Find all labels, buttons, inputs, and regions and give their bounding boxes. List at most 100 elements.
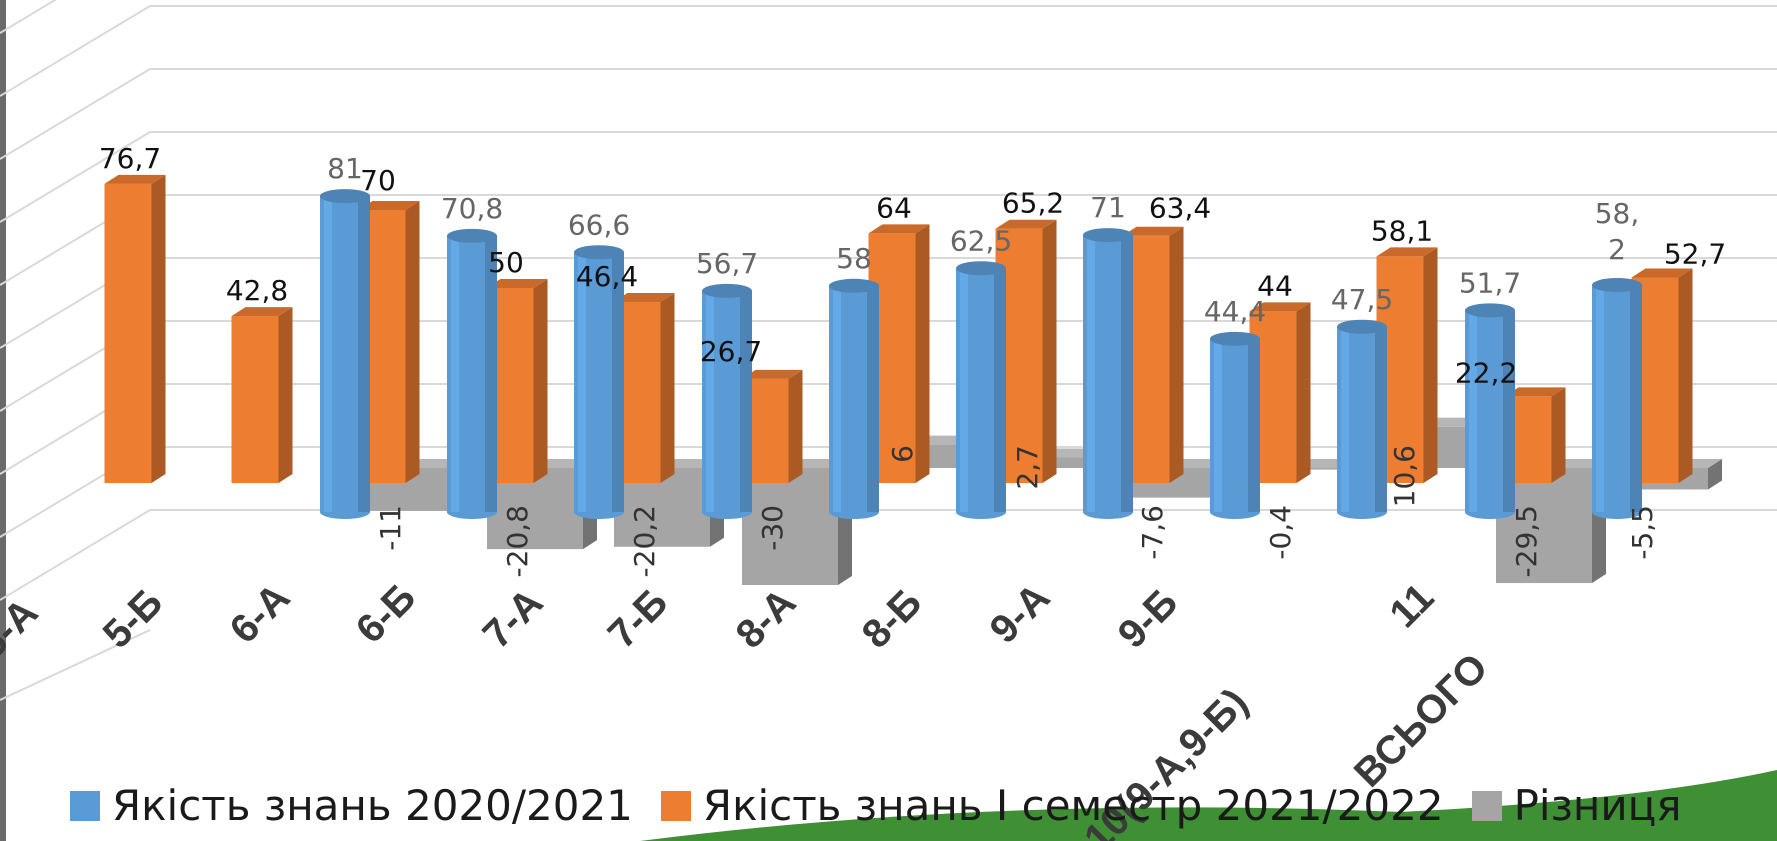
- orange-bar-side: [915, 224, 930, 483]
- difference-data-label: 2,7: [1011, 445, 1044, 490]
- orange-bar-side: [1678, 268, 1693, 483]
- blue-cylinder-highlight: [578, 252, 586, 512]
- category-label: 11: [1381, 575, 1442, 636]
- gridline-side: [0, 68, 151, 160]
- orange-data-label: 42,8: [226, 274, 288, 307]
- blue-cylinder-top: [320, 189, 370, 204]
- orange-bar-side: [1169, 226, 1184, 484]
- orange-bar-side: [1551, 387, 1566, 483]
- blue-data-label: 62,5: [950, 224, 1012, 257]
- blue-cylinder-highlight: [324, 196, 332, 512]
- blue-cylinder-body: [574, 252, 624, 519]
- blue-cylinder-highlight: [833, 285, 841, 512]
- category-label: 9-Б: [1110, 580, 1187, 657]
- category-label: 7-Б: [600, 580, 677, 657]
- legend: Якість знань 2020/2021 Якість знань І се…: [70, 781, 1710, 830]
- blue-data-label: 44,4: [1204, 295, 1266, 328]
- blue-cylinder-shadow: [612, 252, 624, 512]
- blue-cylinder-body: [1337, 326, 1387, 519]
- blue-cylinder-highlight: [960, 268, 968, 512]
- blue-data-label: 2: [1608, 233, 1626, 266]
- orange-data-label: 65,2: [1002, 187, 1064, 220]
- blue-cylinder-highlight: [706, 290, 714, 512]
- orange-data-label: 64: [876, 191, 912, 224]
- legend-item-2020: Якість знань 2020/2021: [70, 781, 633, 830]
- gridline-side: [0, 5, 151, 97]
- legend-label: Якість знань І семестр 2021/2022: [702, 781, 1444, 830]
- difference-data-label: -20,2: [628, 505, 661, 577]
- category-label: 9-А: [982, 575, 1059, 652]
- orange-data-label: 44: [1257, 269, 1293, 302]
- orange-data-label: 63,4: [1149, 192, 1211, 225]
- orange-data-label: 58,1: [1371, 214, 1433, 247]
- green-decor-shape: [640, 770, 1777, 841]
- blue-cylinder-highlight: [1214, 338, 1222, 512]
- blue-cylinder-top: [574, 245, 624, 260]
- orange-bar-side: [660, 293, 675, 483]
- blue-cylinder-body: [829, 285, 879, 519]
- orange-bar-side: [1423, 247, 1438, 483]
- difference-data-label: -30: [756, 505, 789, 551]
- blue-cylinder-top: [1337, 319, 1387, 334]
- blue-cylinder-shadow: [1375, 326, 1387, 512]
- slide-left-border: [0, 0, 6, 841]
- blue-cylinder-shadow: [358, 196, 370, 512]
- orange-bar-side: [1042, 219, 1057, 483]
- blue-cylinder-body: [1210, 338, 1260, 519]
- orange-bar-top: [358, 201, 420, 210]
- blue-cylinder-body: [1465, 310, 1515, 519]
- blue-cylinder-body: [956, 268, 1006, 519]
- difference-data-label: -11: [374, 505, 407, 551]
- category-label: 5-Б: [95, 580, 172, 657]
- orange-bar-side: [1296, 302, 1311, 483]
- orange-bar: [231, 316, 279, 483]
- blue-cylinder-top: [829, 278, 879, 293]
- orange-bar-top: [613, 293, 675, 303]
- orange-bar-top: [741, 369, 803, 379]
- blue-data-label: 58: [836, 242, 872, 275]
- legend-swatch-gray: [1471, 790, 1502, 821]
- legend-item-2021: Якість знань І семестр 2021/2022: [660, 781, 1444, 830]
- blue-cylinder-body: [320, 196, 370, 519]
- category-label: 6-А: [222, 575, 299, 652]
- series-bars: [104, 174, 1693, 519]
- blue-cylinder-shadow: [1248, 338, 1260, 512]
- difference-bar-side: [1708, 459, 1722, 490]
- blue-cylinder-shadow: [1503, 310, 1515, 512]
- blue-data-label: 71: [1090, 191, 1126, 224]
- blue-cylinder-shadow: [1630, 285, 1642, 512]
- blue-cylinder-top: [1210, 331, 1260, 346]
- blue-cylinder-body: [1083, 235, 1133, 519]
- orange-bar-side: [533, 279, 548, 483]
- blue-cylinder-top: [702, 283, 752, 298]
- blue-cylinder-body: [1592, 285, 1642, 519]
- difference-data-label: 6: [886, 445, 919, 463]
- blue-cylinder-highlight: [1596, 285, 1604, 512]
- orange-data-label: 50: [488, 246, 524, 279]
- orange-data-label: 76,7: [99, 142, 161, 175]
- orange-bar-top: [1249, 302, 1311, 312]
- blue-cylinder-highlight: [1469, 310, 1477, 512]
- difference-bar: [742, 468, 838, 585]
- blue-data-label: 47,5: [1331, 283, 1393, 316]
- difference-data-label: 10,6: [1388, 445, 1421, 507]
- blue-cylinder-shadow: [867, 285, 879, 512]
- difference-data-label: -29,5: [1510, 505, 1543, 577]
- blue-cylinder-top: [1083, 228, 1133, 243]
- difference-data-label: -5,5: [1626, 505, 1659, 560]
- blue-cylinder-top: [956, 261, 1006, 276]
- legend-label: Різниця: [1513, 781, 1682, 830]
- orange-bar-top: [1631, 268, 1693, 278]
- orange-bar-top: [104, 174, 166, 184]
- blue-cylinder-highlight: [1087, 235, 1095, 512]
- orange-data-label: 52,7: [1664, 237, 1726, 270]
- blue-cylinder-shadow: [485, 235, 497, 512]
- category-label: 8-А: [728, 580, 805, 657]
- category-label: ВСЬОГО: [1346, 645, 1497, 796]
- orange-bar-side: [278, 307, 293, 483]
- orange-data-label: 70: [360, 164, 396, 197]
- orange-bar-top: [1504, 387, 1566, 397]
- blue-cylinder-top: [1465, 303, 1515, 318]
